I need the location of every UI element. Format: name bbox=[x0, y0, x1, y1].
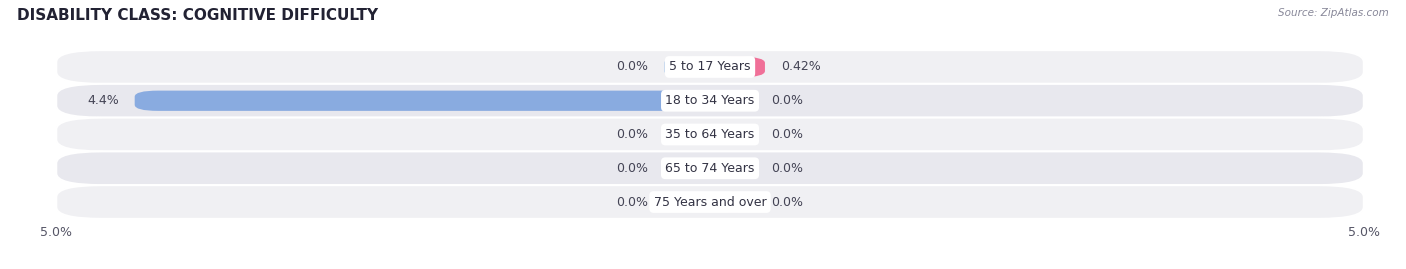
FancyBboxPatch shape bbox=[56, 50, 1364, 84]
Text: 4.4%: 4.4% bbox=[87, 94, 120, 107]
FancyBboxPatch shape bbox=[56, 118, 1364, 151]
FancyBboxPatch shape bbox=[56, 185, 1364, 219]
FancyBboxPatch shape bbox=[710, 192, 756, 212]
Text: DISABILITY CLASS: COGNITIVE DIFFICULTY: DISABILITY CLASS: COGNITIVE DIFFICULTY bbox=[17, 8, 378, 23]
Text: 0.0%: 0.0% bbox=[617, 128, 648, 141]
Text: 18 to 34 Years: 18 to 34 Years bbox=[665, 94, 755, 107]
FancyBboxPatch shape bbox=[135, 91, 710, 111]
Text: 65 to 74 Years: 65 to 74 Years bbox=[665, 162, 755, 175]
FancyBboxPatch shape bbox=[710, 158, 756, 178]
Text: 0.0%: 0.0% bbox=[617, 196, 648, 208]
Text: 5 to 17 Years: 5 to 17 Years bbox=[669, 61, 751, 73]
Text: 35 to 64 Years: 35 to 64 Years bbox=[665, 128, 755, 141]
Text: 75 Years and over: 75 Years and over bbox=[654, 196, 766, 208]
FancyBboxPatch shape bbox=[710, 91, 756, 111]
FancyBboxPatch shape bbox=[664, 124, 710, 145]
Text: 0.0%: 0.0% bbox=[772, 128, 803, 141]
Text: 0.0%: 0.0% bbox=[617, 61, 648, 73]
FancyBboxPatch shape bbox=[56, 84, 1364, 118]
Text: 0.0%: 0.0% bbox=[772, 162, 803, 175]
FancyBboxPatch shape bbox=[710, 124, 756, 145]
FancyBboxPatch shape bbox=[710, 57, 765, 77]
FancyBboxPatch shape bbox=[664, 57, 710, 77]
Text: 0.0%: 0.0% bbox=[772, 196, 803, 208]
Text: Source: ZipAtlas.com: Source: ZipAtlas.com bbox=[1278, 8, 1389, 18]
FancyBboxPatch shape bbox=[664, 192, 710, 212]
Text: 0.0%: 0.0% bbox=[617, 162, 648, 175]
Text: 0.0%: 0.0% bbox=[772, 94, 803, 107]
FancyBboxPatch shape bbox=[664, 158, 710, 178]
Text: 0.42%: 0.42% bbox=[780, 61, 820, 73]
FancyBboxPatch shape bbox=[56, 151, 1364, 185]
